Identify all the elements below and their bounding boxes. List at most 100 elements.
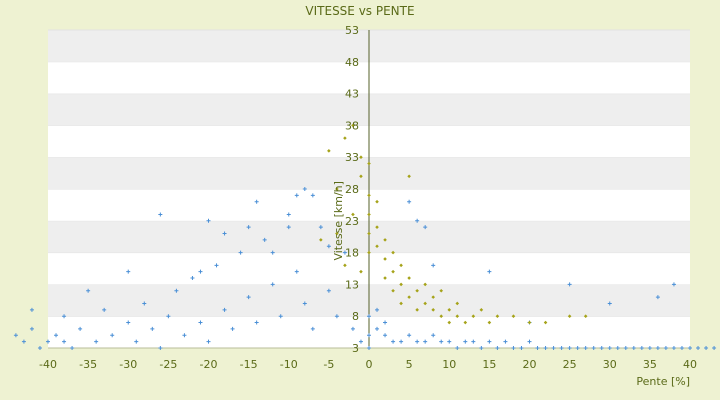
data-point-blue bbox=[367, 346, 371, 350]
data-point-blue bbox=[463, 339, 468, 344]
data-point-blue bbox=[126, 320, 131, 325]
data-point-blue bbox=[70, 346, 75, 350]
data-point-olive bbox=[367, 212, 371, 217]
data-point-olive bbox=[423, 282, 427, 287]
data-marks bbox=[13, 123, 717, 350]
data-point-blue bbox=[696, 346, 701, 350]
data-point-olive bbox=[471, 314, 476, 318]
y-tick-label: 13 bbox=[345, 278, 359, 291]
data-point-blue bbox=[198, 320, 203, 325]
y-tick-label: 23 bbox=[345, 215, 359, 228]
data-point-blue bbox=[471, 339, 476, 344]
x-tick-label: 25 bbox=[563, 358, 577, 371]
data-point-olive bbox=[511, 314, 516, 318]
data-point-blue bbox=[623, 346, 628, 350]
data-point-blue bbox=[350, 326, 355, 331]
data-point-blue bbox=[607, 301, 612, 306]
data-point-blue bbox=[46, 339, 50, 344]
data-point-olive bbox=[447, 308, 452, 312]
y-tick-label: 53 bbox=[345, 24, 359, 37]
y-axis-label: Vitesse [km/h] bbox=[332, 181, 345, 260]
data-point-olive bbox=[495, 314, 500, 318]
data-point-blue bbox=[567, 282, 572, 287]
data-point-blue bbox=[29, 326, 34, 331]
data-point-olive bbox=[335, 231, 339, 236]
data-point-blue bbox=[54, 333, 59, 338]
y-tick-label: 43 bbox=[345, 88, 359, 101]
data-point-blue bbox=[495, 346, 500, 350]
data-point-blue bbox=[62, 339, 67, 344]
x-tick-label: 10 bbox=[442, 358, 456, 371]
data-point-olive bbox=[319, 238, 323, 242]
data-point-blue bbox=[78, 326, 83, 331]
data-point-blue bbox=[415, 218, 420, 223]
x-tick-label: 20 bbox=[523, 358, 537, 371]
data-point-blue bbox=[198, 269, 203, 274]
data-point-blue bbox=[527, 339, 532, 344]
data-point-blue bbox=[278, 314, 283, 319]
data-point-blue bbox=[310, 193, 315, 198]
x-tick-label: 35 bbox=[643, 358, 657, 371]
data-point-olive bbox=[359, 174, 363, 179]
data-point-blue bbox=[487, 269, 492, 274]
data-point-blue bbox=[310, 326, 315, 331]
data-point-blue bbox=[479, 346, 484, 350]
data-point-blue bbox=[704, 346, 709, 350]
data-point-blue bbox=[383, 333, 388, 338]
y-tick-label: 38 bbox=[345, 119, 359, 132]
data-point-blue bbox=[375, 307, 380, 312]
data-point-blue bbox=[302, 187, 307, 191]
data-point-blue bbox=[567, 346, 572, 350]
data-point-blue bbox=[270, 250, 275, 255]
data-point-blue bbox=[663, 346, 668, 350]
data-point-blue bbox=[110, 333, 115, 338]
y-tick-label: 33 bbox=[345, 151, 359, 164]
data-point-olive bbox=[583, 314, 588, 318]
data-point-blue bbox=[206, 339, 211, 344]
x-tick-label: 40 bbox=[683, 358, 697, 371]
data-point-olive bbox=[375, 199, 379, 204]
data-point-blue bbox=[487, 339, 492, 344]
data-point-blue bbox=[246, 225, 251, 230]
data-point-blue bbox=[639, 346, 644, 350]
data-point-blue bbox=[511, 346, 516, 350]
data-point-olive bbox=[407, 295, 411, 299]
data-point-blue bbox=[126, 269, 131, 274]
y-tick-label: 48 bbox=[345, 56, 359, 69]
data-point-olive bbox=[455, 314, 460, 318]
chart-title: VITESSE vs PENTE bbox=[305, 4, 414, 18]
data-point-olive bbox=[399, 301, 403, 306]
data-point-blue bbox=[294, 269, 299, 274]
data-point-blue bbox=[431, 333, 436, 338]
data-point-olive bbox=[383, 276, 387, 280]
data-point-blue bbox=[543, 346, 548, 350]
data-point-blue bbox=[102, 307, 107, 312]
data-point-olive bbox=[383, 238, 387, 242]
data-point-blue bbox=[158, 346, 163, 350]
data-point-blue bbox=[383, 320, 388, 325]
data-point-blue bbox=[631, 346, 636, 350]
data-point-olive bbox=[359, 155, 363, 159]
data-point-blue bbox=[407, 333, 412, 338]
data-point-olive bbox=[335, 187, 339, 191]
data-point-blue bbox=[688, 346, 692, 350]
data-point-olive bbox=[439, 288, 444, 293]
data-point-blue bbox=[318, 225, 323, 230]
data-point-olive bbox=[375, 244, 379, 249]
data-point-blue bbox=[86, 288, 91, 293]
data-point-blue bbox=[294, 193, 299, 198]
data-point-blue bbox=[447, 339, 452, 344]
data-point-blue bbox=[407, 199, 412, 204]
data-point-blue bbox=[712, 346, 717, 350]
data-point-blue bbox=[238, 250, 243, 255]
data-point-olive bbox=[391, 250, 395, 255]
data-point-olive bbox=[391, 269, 395, 274]
x-tick-label: -30 bbox=[119, 358, 137, 371]
data-point-blue bbox=[342, 250, 347, 255]
x-tick-label: -5 bbox=[323, 358, 334, 371]
data-point-olive bbox=[343, 263, 347, 268]
data-point-blue bbox=[399, 339, 404, 344]
data-point-blue bbox=[503, 339, 508, 344]
data-point-olive bbox=[367, 250, 371, 255]
x-tick-label: -15 bbox=[240, 358, 258, 371]
